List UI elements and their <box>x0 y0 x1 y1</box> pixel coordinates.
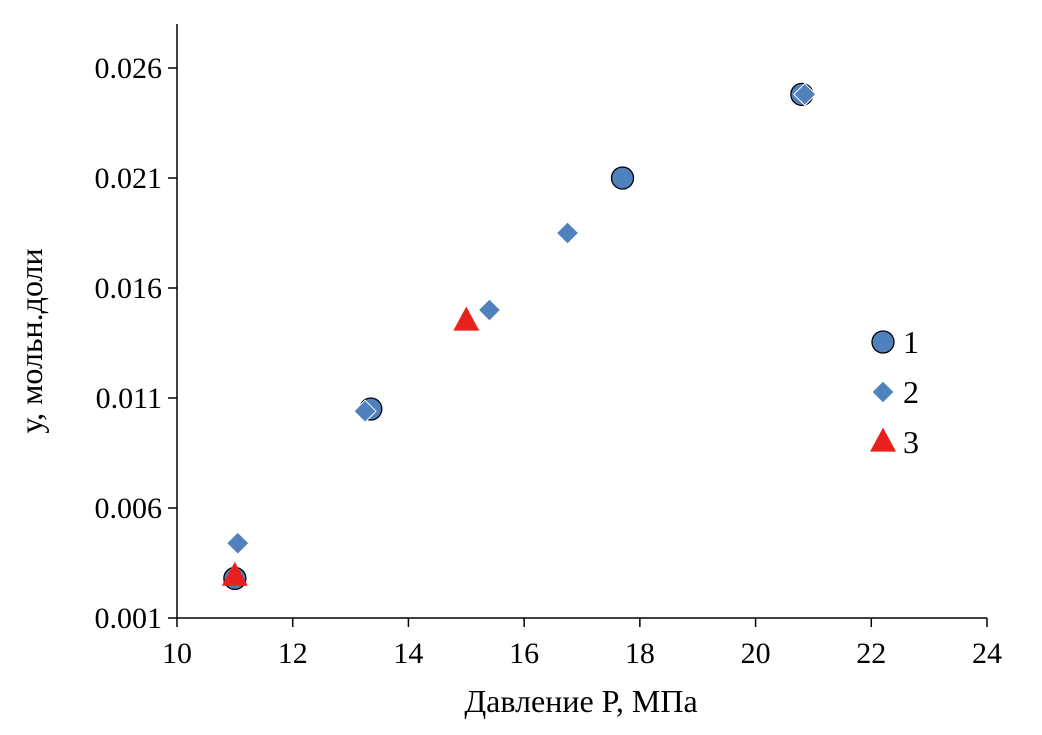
legend-marker-diamond <box>871 380 895 404</box>
legend-marker-circle <box>871 330 895 354</box>
legend-label: 3 <box>903 424 919 460</box>
point-series-2-diamond <box>555 221 580 245</box>
point-series-3-triangle <box>221 561 248 586</box>
point-series-2-diamond <box>353 399 377 423</box>
point-series-2-diamond <box>477 298 502 322</box>
point-series-2-diamond <box>226 531 250 555</box>
x-tick-label: 20 <box>741 637 771 670</box>
y-tick-label: 0.016 <box>95 272 163 305</box>
x-axis-ticks: 10 12 14 16 18 20 22 24 <box>162 618 1002 670</box>
y-axis-ticks: 0.001 0.006 0.011 0.016 0.021 0.026 <box>95 52 177 635</box>
y-tick-label: 0.006 <box>95 492 163 525</box>
point-series-1-circle <box>610 166 635 190</box>
y-tick-label: 0.011 <box>96 382 162 415</box>
x-tick-label: 18 <box>625 637 655 670</box>
x-tick-label: 10 <box>162 637 192 670</box>
x-tick-label: 14 <box>393 637 423 670</box>
x-tick-label: 12 <box>278 637 308 670</box>
y-axis-label: у, мольн.доли <box>13 248 49 433</box>
y-tick-label: 0.026 <box>95 52 163 85</box>
y-tick-label: 0.021 <box>95 162 163 195</box>
point-series-2-diamond <box>793 82 817 107</box>
point-series-3-triangle <box>453 306 480 331</box>
x-tick-label: 22 <box>856 637 886 670</box>
legend-label: 1 <box>903 324 919 360</box>
x-tick-label: 16 <box>509 637 539 670</box>
y-tick-label: 0.001 <box>95 602 163 635</box>
x-tick-label: 24 <box>972 637 1002 670</box>
x-axis-label: Давление P, МПа <box>464 683 697 719</box>
legend-marker-triangle <box>870 427 896 452</box>
legend-label: 2 <box>903 374 919 410</box>
axes <box>176 24 987 619</box>
legend: 1 2 3 <box>870 324 919 460</box>
data-points <box>221 82 817 591</box>
